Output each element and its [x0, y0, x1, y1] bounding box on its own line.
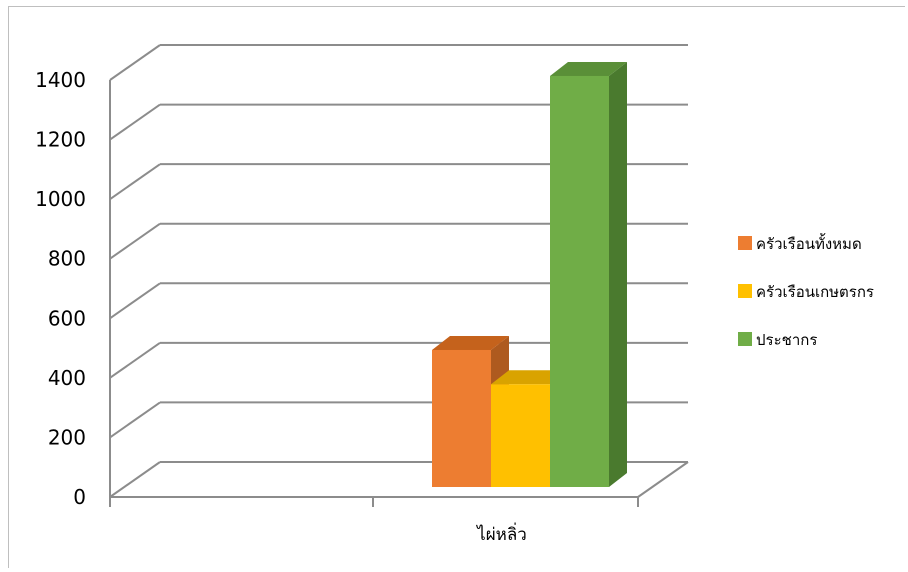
bar-3 [550, 61, 627, 487]
legend-swatch [738, 236, 752, 250]
y-tick-label: 0 [73, 485, 86, 509]
y-tick-label: 1400 [35, 68, 86, 92]
legend-item: ครัวเรือนทั้งหมด [738, 233, 862, 253]
gridline-diagonal [109, 163, 161, 200]
axes [109, 80, 689, 507]
x-category-label: ไผ่หลิ่ว [475, 522, 527, 545]
y-tick-label: 200 [48, 425, 86, 449]
legend-label: ครัวเรือนทั้งหมด [756, 233, 862, 253]
gridline-diagonal [109, 461, 161, 498]
legend-item: ครัวเรือนเกษตรกร [738, 283, 874, 301]
y-axis-tick-labels: 0 200 400 600 800 1000 1200 1400 [35, 68, 86, 509]
legend-swatch [738, 284, 752, 298]
floor-edge [637, 461, 689, 498]
bar-top [550, 61, 627, 76]
gridline-diagonal [109, 44, 161, 81]
chart-frame [8, 6, 905, 568]
bar-top [491, 370, 568, 385]
bar-front [491, 384, 550, 487]
y-tick-label: 1000 [35, 187, 86, 211]
gridline-diagonal [109, 282, 161, 320]
gridline-diagonal [109, 342, 161, 379]
legend-label: ครัวเรือนเกษตรกร [756, 283, 874, 301]
y-tick-label: 400 [48, 366, 86, 390]
y-tick-label: 1200 [35, 128, 86, 152]
bar-top [432, 335, 509, 350]
legend-item: ประชากร [738, 331, 817, 349]
y-tick-label: 600 [48, 306, 86, 330]
gridline-diagonal [109, 103, 161, 141]
gridline-diagonal [109, 222, 161, 260]
legend-swatch [738, 332, 752, 346]
y-tick-label: 800 [48, 247, 86, 271]
bars [432, 61, 627, 487]
bar-side [609, 61, 627, 487]
gridline-diagonal [109, 401, 161, 439]
legend-label: ประชากร [756, 331, 817, 349]
bar-front [550, 75, 609, 487]
bar-front [432, 349, 491, 487]
x-axis-category-labels: ไผ่หลิ่ว [475, 522, 527, 545]
